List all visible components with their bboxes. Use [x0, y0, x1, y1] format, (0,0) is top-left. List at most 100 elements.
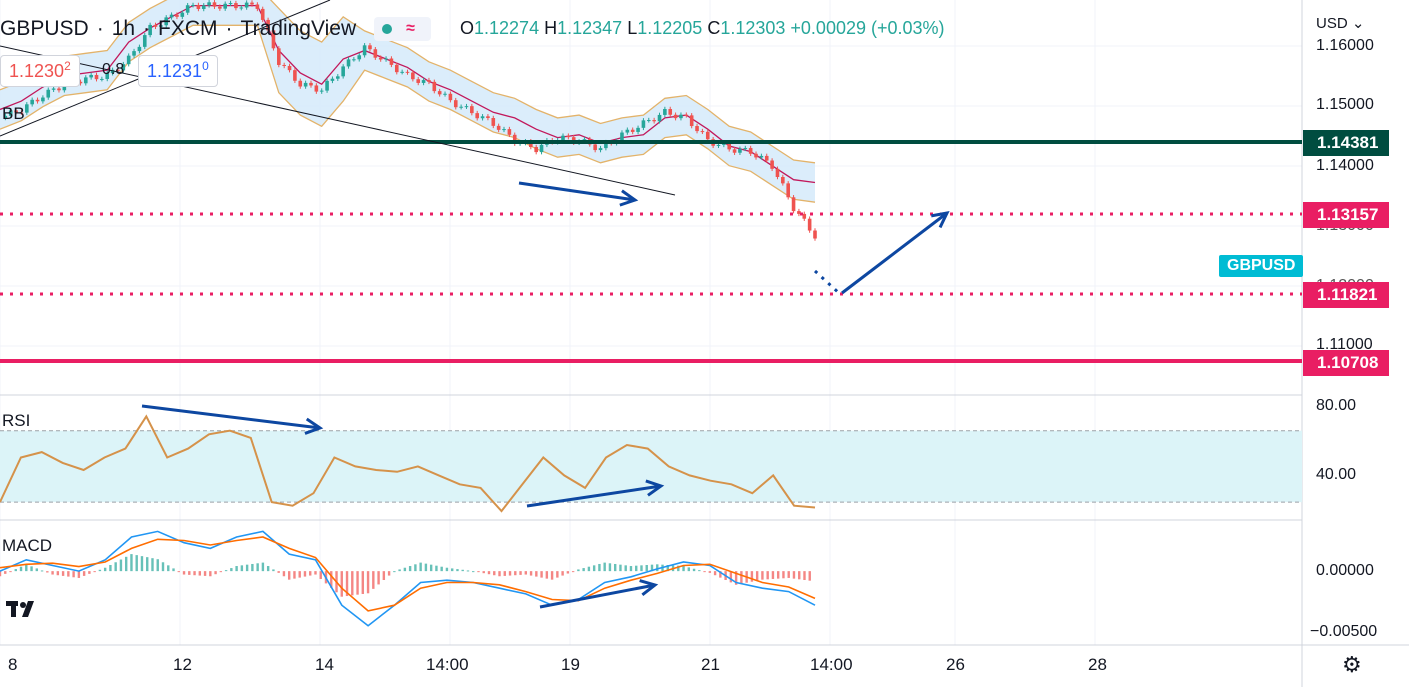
macd-histogram-bar: [277, 571, 280, 573]
candle-body: [411, 72, 415, 80]
macd-histogram-bar: [130, 554, 133, 572]
macd-histogram-bar: [798, 571, 801, 580]
macd-axis-label: 0.00000: [1316, 562, 1374, 579]
candle-body: [110, 69, 115, 74]
macd-histogram-bar: [761, 571, 764, 580]
macd-histogram-bar: [435, 565, 438, 572]
bb-band-fill: [0, 0, 815, 203]
macd-histogram-bar: [203, 571, 207, 576]
macd-histogram-bar: [245, 564, 249, 572]
symbol-name[interactable]: GBPUSD: [0, 17, 89, 40]
macd-histogram-bar: [719, 571, 722, 578]
rsi-axis-label: 40.00: [1316, 466, 1357, 483]
macd-histogram-bar: [361, 571, 365, 594]
macd-histogram-bar: [629, 566, 633, 572]
candle-body: [636, 127, 640, 132]
macd-histogram-bar: [519, 571, 522, 575]
candle-body: [437, 91, 442, 95]
candle-body: [748, 148, 753, 154]
buy-button[interactable]: 1.12310: [138, 55, 218, 87]
macd-indicator-label[interactable]: MACD: [2, 536, 53, 555]
rsi-indicator-label[interactable]: RSI: [2, 411, 31, 430]
macd-histogram-bar: [540, 571, 543, 578]
bb-lower-line: [0, 24, 816, 203]
time-axis-label: 14:00: [810, 655, 853, 674]
candle-body: [663, 108, 667, 115]
symbol-price-tag: GBPUSD: [1219, 255, 1304, 277]
interval-label[interactable]: 1h: [111, 17, 136, 40]
candle-body: [432, 81, 437, 92]
macd-histogram-bar: [214, 571, 217, 575]
candle-body: [260, 8, 265, 20]
candle-body: [153, 24, 158, 27]
candle-body: [164, 17, 169, 26]
settings-gear-icon[interactable]: ⚙: [1342, 652, 1362, 677]
candle-body: [764, 155, 769, 161]
macd-histogram-bar: [514, 571, 517, 576]
price-axis-label: 1.14000: [1316, 157, 1374, 174]
macd-histogram-bar: [603, 562, 606, 572]
macd-histogram-bar: [440, 566, 443, 572]
candle-body: [30, 99, 34, 105]
bb-upper-line: [0, 0, 816, 164]
divergence-arrow-rsi-1: [141, 404, 321, 430]
macd-histogram-bar: [645, 565, 648, 572]
macd-histogram-bar: [598, 563, 601, 572]
macd-histogram-bar: [124, 556, 128, 572]
candle-body: [352, 59, 356, 61]
candle-body: [346, 59, 351, 67]
sell-button[interactable]: 1.12302: [0, 55, 80, 87]
candle-body: [83, 77, 88, 84]
candle-body: [813, 230, 817, 239]
bb-indicator-label[interactable]: BB: [2, 104, 25, 123]
candle-body: [405, 71, 410, 73]
platform-label: TradingView: [240, 17, 357, 40]
macd-histogram-bar: [545, 571, 549, 579]
candle-body: [561, 135, 565, 141]
candle-body: [309, 82, 313, 86]
candle-body: [625, 129, 630, 133]
currency-selector[interactable]: USD ⌄: [1316, 14, 1364, 32]
candle-body: [416, 79, 421, 83]
signal-line: [0, 536, 816, 612]
macd-histogram-bar: [803, 571, 806, 580]
candle-body: [293, 70, 297, 81]
macd-histogram-bar: [619, 564, 622, 572]
macd-histogram-bar: [624, 565, 627, 572]
candle-body: [620, 132, 624, 142]
macd-histogram-bar: [303, 571, 307, 577]
candle-body: [105, 73, 110, 79]
price-axis-label: 1.15000: [1316, 96, 1374, 113]
open-value: 1.12274: [474, 18, 540, 38]
candle-body: [684, 114, 689, 116]
market-status-pill[interactable]: ≈: [374, 17, 431, 41]
legend-dot-separator: ·: [225, 17, 233, 40]
level-tag-resistance[interactable]: 1.14381: [1303, 130, 1389, 156]
candle-body: [775, 168, 780, 177]
macd-histogram-bar: [61, 571, 65, 576]
candle-body: [234, 3, 238, 9]
level-tag-major-support[interactable]: 1.10708: [1303, 350, 1389, 376]
macd-histogram-bar: [319, 571, 322, 579]
candle-body: [271, 30, 276, 49]
candle-body: [175, 14, 179, 17]
candle-body: [781, 176, 785, 184]
level-tag-target[interactable]: 1.13157: [1303, 202, 1389, 228]
macd-histogram-bar: [456, 569, 459, 572]
candle-body: [121, 64, 126, 71]
candle-body: [228, 3, 233, 5]
rsi-axis-label: 80.00: [1316, 397, 1357, 414]
candle-body: [46, 89, 51, 98]
wave-icon: ≈: [406, 20, 415, 37]
macd-histogram-bar: [156, 559, 159, 572]
macd-histogram-bar: [230, 568, 233, 572]
macd-histogram-bar: [93, 571, 96, 573]
tradingview-logo-icon[interactable]: [6, 597, 40, 623]
macd-histogram-bar: [487, 571, 491, 575]
high-label: H: [544, 18, 558, 38]
level-tag-support[interactable]: 1.11821: [1303, 282, 1389, 308]
candle-body: [341, 66, 345, 77]
macd-histogram-bar: [387, 571, 391, 576]
